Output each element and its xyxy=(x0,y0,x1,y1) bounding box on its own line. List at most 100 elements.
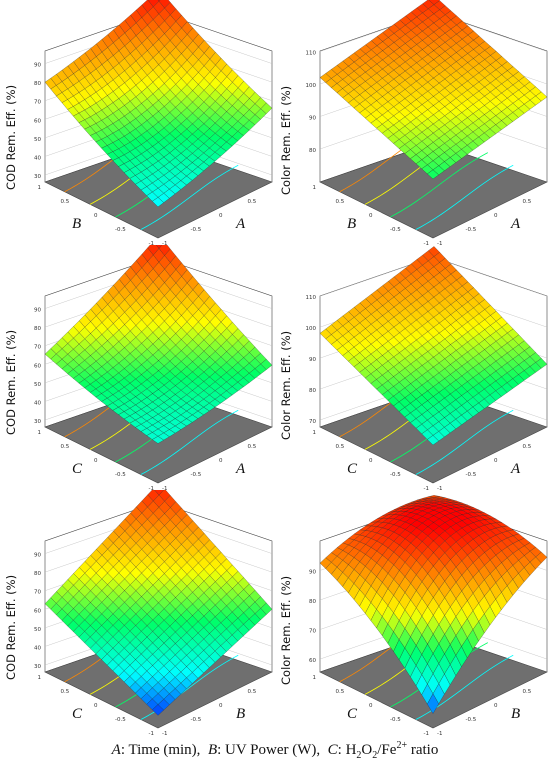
right-tick-label: 0 xyxy=(219,458,223,464)
surface-panel-3: 3040506070809010.50-0.5-1-1-0.500.51COD … xyxy=(0,245,275,490)
surface-cell xyxy=(427,169,439,180)
left-tick-label: -1 xyxy=(424,731,429,735)
z-tick-label: 60 xyxy=(34,118,41,124)
left-tick-label: 1 xyxy=(38,675,42,681)
right-factor-label: A xyxy=(236,461,246,477)
right-factor-label: B xyxy=(236,706,246,722)
response-surface xyxy=(44,490,273,716)
right-tick-label: 0.5 xyxy=(248,199,257,205)
right-tick-label: -1 xyxy=(162,731,167,735)
z-tick-label: 70 xyxy=(34,100,41,106)
left-tick-label: -0.5 xyxy=(115,717,126,723)
z-axis-label: Color Rem. Eff. (%) xyxy=(279,330,293,440)
left-tick-label: 0 xyxy=(94,703,98,709)
surface-cell xyxy=(427,693,439,714)
z-tick-label: 40 xyxy=(34,645,41,651)
z-tick-label: 70 xyxy=(34,590,41,596)
left-tick-label: -0.5 xyxy=(390,717,401,723)
left-tick-label: 0.5 xyxy=(336,689,345,695)
caption-c-text-2: O xyxy=(361,742,373,758)
right-tick-label: -0.5 xyxy=(191,227,202,233)
z-tick-label: 90 xyxy=(309,569,316,575)
caption-c-text-4: ratio xyxy=(407,742,439,758)
right-tick-label: 0.5 xyxy=(523,689,532,695)
right-tick-label: -1 xyxy=(437,731,442,735)
left-tick-label: -1 xyxy=(149,241,154,245)
caption-c-sup: 2+ xyxy=(396,740,408,751)
response-surface xyxy=(319,246,548,446)
left-tick-label: 0.5 xyxy=(336,199,345,205)
z-tick-label: 30 xyxy=(34,419,41,425)
z-axis-label: COD Rem. Eff. (%) xyxy=(4,84,18,190)
left-tick-label: 1 xyxy=(38,185,42,191)
left-tick-label: -1 xyxy=(424,486,429,490)
caption-b-text: : UV Power (W), xyxy=(217,742,321,758)
left-tick-label: 0 xyxy=(369,703,373,709)
contour-line xyxy=(415,164,514,230)
z-tick-label: 60 xyxy=(34,608,41,614)
z-tick-label: 110 xyxy=(306,295,317,301)
z-tick-label: 90 xyxy=(34,63,41,69)
z-tick-label: 90 xyxy=(309,357,316,363)
right-tick-label: 0.5 xyxy=(523,444,532,450)
right-tick-label: -0.5 xyxy=(466,717,477,723)
left-factor-label: B xyxy=(72,216,82,232)
left-tick-label: 0 xyxy=(369,458,373,464)
contour-line xyxy=(415,409,514,475)
left-tick-label: 0.5 xyxy=(336,444,345,450)
left-tick-label: 1 xyxy=(38,430,42,436)
right-tick-label: -0.5 xyxy=(466,227,477,233)
right-factor-label: A xyxy=(511,216,521,232)
z-tick-label: 90 xyxy=(34,308,41,314)
z-tick-label: 80 xyxy=(309,148,316,154)
right-tick-label: 0 xyxy=(219,213,223,219)
left-factor-label: C xyxy=(347,706,358,722)
surface-cell xyxy=(155,245,163,249)
z-tick-label: 70 xyxy=(34,345,41,351)
caption-c-text-3: /Fe xyxy=(377,742,397,758)
surface-cell xyxy=(152,704,164,716)
left-tick-label: 0.5 xyxy=(61,199,70,205)
response-surface xyxy=(44,245,273,444)
right-factor-label: A xyxy=(236,216,246,232)
left-tick-label: 0 xyxy=(94,458,98,464)
left-tick-label: 0.5 xyxy=(61,689,70,695)
z-axis-label: Color Rem. Eff. (%) xyxy=(279,575,293,685)
caption-b-letter: B xyxy=(207,742,218,758)
left-tick-label: 1 xyxy=(313,430,317,436)
left-factor-label: C xyxy=(72,706,83,722)
z-tick-label: 90 xyxy=(34,553,41,559)
z-tick-label: 70 xyxy=(309,629,316,635)
surface-cell xyxy=(152,436,164,444)
left-factor-label: C xyxy=(72,461,83,477)
left-tick-label: -0.5 xyxy=(390,227,401,233)
z-tick-label: 100 xyxy=(306,326,317,332)
z-tick-label: 40 xyxy=(34,400,41,406)
caption-a-text: : Time (min), xyxy=(120,742,201,758)
left-factor-label: C xyxy=(347,461,358,477)
response-surface xyxy=(319,0,548,180)
surface-panel-4: 70809010011010.50-0.5-1-1-0.500.51Color … xyxy=(275,245,550,490)
response-surface xyxy=(44,0,273,208)
left-factor-label: B xyxy=(347,216,357,232)
surface-cell xyxy=(157,0,161,2)
z-tick-label: 50 xyxy=(34,382,41,388)
left-tick-label: -0.5 xyxy=(390,472,401,478)
right-tick-label: -1 xyxy=(437,241,442,245)
z-tick-label: 80 xyxy=(34,326,41,332)
left-tick-label: -0.5 xyxy=(115,227,126,233)
figure-caption: A: Time (min), B: UV Power (W), C: H2O2/… xyxy=(0,740,550,761)
right-factor-label: A xyxy=(511,461,521,477)
z-tick-label: 80 xyxy=(34,571,41,577)
right-tick-label: -1 xyxy=(162,241,167,245)
surface-panel-5: 3040506070809010.50-0.5-1-1-0.500.51COD … xyxy=(0,490,275,735)
z-tick-label: 80 xyxy=(309,388,316,394)
